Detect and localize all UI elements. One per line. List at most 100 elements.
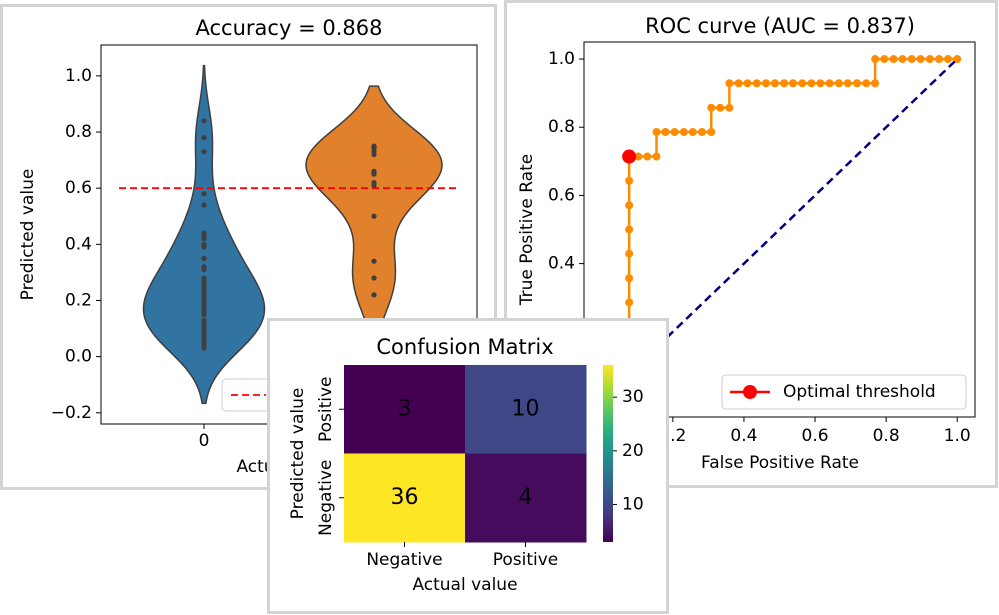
y-tick-label: −0.2 — [51, 403, 92, 423]
y-tick-label: 0.4 — [548, 254, 575, 274]
data-point — [743, 79, 752, 88]
data-point — [825, 79, 834, 88]
heatmap-cell — [465, 453, 587, 543]
y-axis-label: True Positive Rate — [517, 154, 537, 306]
x-tick-label: 0 — [199, 431, 210, 451]
data-point — [843, 79, 852, 88]
data-point — [798, 79, 807, 88]
data-point — [871, 79, 880, 88]
chart-title: Confusion Matrix — [376, 335, 553, 359]
data-point — [201, 191, 207, 197]
data-point — [907, 55, 916, 64]
y-axis-label: Predicted value — [18, 169, 38, 301]
data-point — [201, 135, 207, 141]
data-point — [889, 55, 898, 64]
data-point — [371, 213, 377, 219]
legend-box — [721, 374, 967, 410]
heatmap-cell — [344, 453, 466, 543]
data-point — [852, 79, 861, 88]
data-point — [625, 298, 634, 307]
data-point — [816, 79, 825, 88]
x-tick-label: 0.6 — [802, 426, 829, 446]
data-point — [371, 292, 377, 298]
data-point — [880, 55, 889, 64]
y-tick-label: 0.8 — [65, 122, 92, 142]
y-tick-label: 0.6 — [65, 178, 92, 198]
data-point — [643, 152, 652, 161]
legend-label: Optimal threshold — [783, 382, 936, 402]
y-tick-label: Negative — [316, 460, 336, 536]
data-point — [201, 202, 207, 208]
data-point — [761, 79, 770, 88]
data-point — [201, 149, 207, 155]
y-tick-label: 0.8 — [548, 117, 575, 137]
data-point — [201, 244, 207, 250]
data-point — [371, 151, 377, 158]
data-point — [201, 345, 207, 351]
confusion-panel: Confusion Matrix 3 10 36 4 Negative Positive Po… — [267, 318, 669, 614]
data-point — [625, 225, 634, 234]
colorbar-tick-label: 30 — [622, 387, 644, 407]
x-tick-label: Positive — [493, 550, 559, 570]
data-point — [371, 182, 377, 188]
data-point — [679, 128, 688, 136]
axes-frame — [583, 41, 976, 418]
data-point — [688, 128, 697, 136]
data-point — [625, 176, 634, 185]
data-point — [371, 171, 377, 177]
data-point — [698, 128, 707, 136]
x-axis-label: Actual value — [412, 575, 517, 595]
chart-title: Accuracy = 0.868 — [196, 16, 383, 40]
data-point — [780, 79, 789, 88]
data-point — [807, 79, 816, 88]
data-point — [862, 79, 871, 88]
data-point — [201, 311, 207, 318]
x-tick-label: 0.4 — [730, 426, 757, 446]
legend-marker — [743, 385, 757, 399]
data-point — [670, 128, 679, 136]
data-point — [752, 79, 761, 88]
data-point — [925, 55, 934, 64]
data-point — [201, 118, 207, 124]
data-point — [935, 55, 944, 64]
y-axis-label: Predicted value — [288, 388, 308, 520]
cell-label: 4 — [519, 485, 533, 510]
data-point — [634, 152, 643, 161]
x-tick-label: 0.8 — [873, 426, 900, 446]
data-point — [201, 255, 207, 261]
data-point — [916, 55, 925, 64]
cell-label: 10 — [512, 396, 540, 421]
heatmap-cell — [465, 365, 587, 454]
colorbar — [603, 365, 613, 542]
colorbar-tick-label: 20 — [622, 441, 644, 461]
data-point — [625, 249, 634, 258]
y-tick-label: 1.0 — [548, 49, 575, 69]
data-point — [625, 274, 634, 283]
data-point — [707, 128, 716, 136]
data-point — [953, 55, 962, 64]
data-point — [789, 79, 798, 88]
cell-label: 3 — [398, 396, 412, 421]
data-point — [725, 103, 734, 112]
cell-label: 36 — [391, 485, 419, 510]
data-point — [201, 266, 207, 273]
data-point — [201, 236, 207, 242]
y-tick-label: 0.0 — [65, 347, 92, 367]
data-point — [871, 55, 880, 64]
chart-title: ROC curve (AUC = 0.837) — [645, 14, 915, 38]
data-point — [371, 275, 377, 281]
y-tick-label: 0.2 — [65, 290, 92, 310]
y-tick-label: 1.0 — [65, 66, 92, 86]
heatmap-cell — [344, 365, 466, 454]
data-point — [625, 201, 634, 210]
data-point — [716, 103, 725, 112]
data-point — [770, 79, 779, 88]
data-point — [834, 79, 843, 88]
data-point — [734, 79, 743, 88]
x-tick-label: Negative — [366, 550, 442, 570]
x-axis-label: False Positive Rate — [701, 453, 859, 473]
x-tick-label: 1.0 — [944, 426, 971, 446]
data-point — [707, 103, 716, 112]
